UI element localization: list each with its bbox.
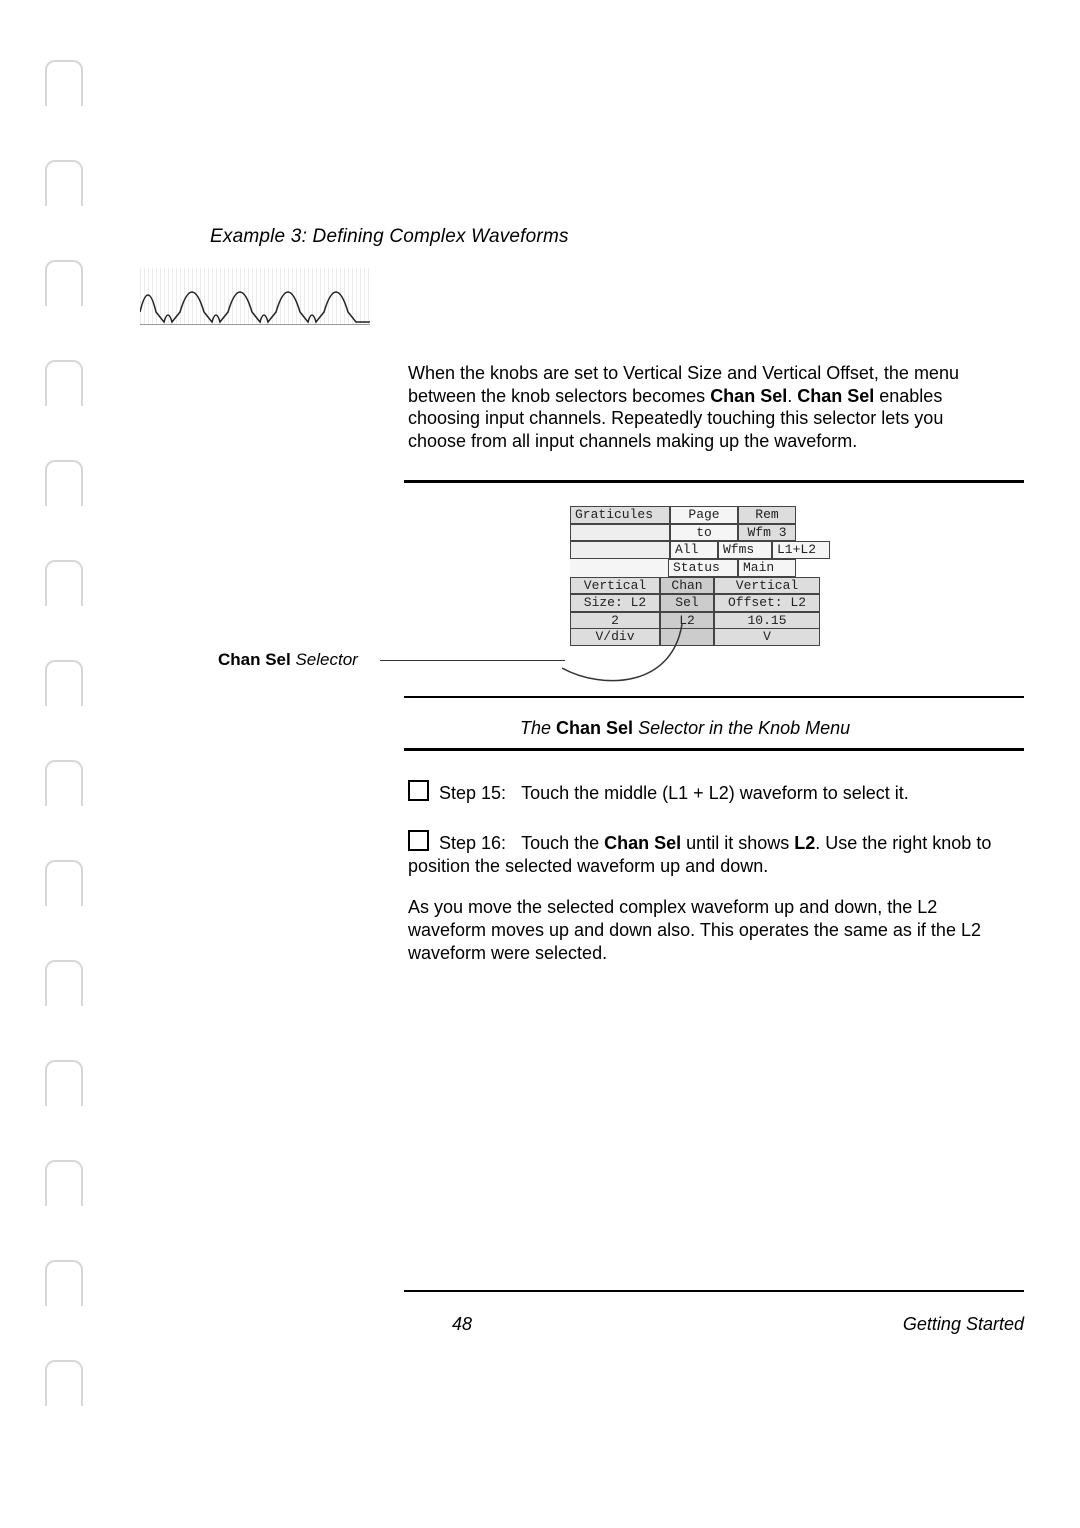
callout-curve-path bbox=[562, 624, 682, 681]
intro-bold-2: Chan Sel bbox=[797, 386, 874, 406]
intro-text-mid: . bbox=[787, 386, 797, 406]
km-graticules: Graticules bbox=[570, 506, 670, 524]
km-wfm3: Wfm 3 bbox=[738, 524, 796, 542]
cap-pre: The bbox=[520, 718, 556, 738]
km-all: All bbox=[670, 541, 718, 559]
callout-curve bbox=[562, 620, 702, 690]
km-status: Status bbox=[668, 559, 738, 577]
footer-right: Getting Started bbox=[903, 1314, 1024, 1335]
callout-ital: Selector bbox=[291, 650, 358, 669]
divider bbox=[404, 748, 1024, 751]
km-rem: Rem bbox=[738, 506, 796, 524]
checkbox-icon bbox=[408, 830, 429, 851]
km-wfms: Wfms bbox=[718, 541, 772, 559]
step-15: Step 15: Touch the middle (L1 + L2) wave… bbox=[408, 780, 1018, 805]
step-16: Step 16: Touch the Chan Sel until it sho… bbox=[408, 830, 1018, 878]
checkbox-icon bbox=[408, 780, 429, 801]
km-main: Main bbox=[738, 559, 796, 577]
km-to: to bbox=[670, 524, 738, 542]
closing-paragraph: As you move the selected complex wavefor… bbox=[408, 896, 1008, 965]
cap-bold: Chan Sel bbox=[556, 718, 633, 738]
callout-leader-line bbox=[380, 660, 565, 661]
callout-bold: Chan Sel bbox=[218, 650, 291, 669]
km-vertical: Vertical bbox=[570, 577, 660, 595]
step-15-text: Touch the middle (L1 + L2) waveform to s… bbox=[521, 783, 909, 803]
divider bbox=[404, 480, 1024, 483]
km-val2: 10.15 bbox=[714, 612, 820, 630]
km-offset: Offset: L2 bbox=[714, 594, 820, 612]
step-16-pre: Touch the bbox=[521, 833, 604, 853]
step-16-bold2: L2 bbox=[794, 833, 815, 853]
step-16-label: Step 16: bbox=[439, 833, 506, 853]
page: Example 3: Defining Complex Waveforms Wh… bbox=[0, 0, 1080, 1528]
km-l1l2: L1+L2 bbox=[772, 541, 830, 559]
km-unit2: V bbox=[714, 629, 820, 646]
figure-caption: The Chan Sel Selector in the Knob Menu bbox=[520, 718, 850, 739]
waveform-icon bbox=[140, 268, 370, 324]
km-size: Size: L2 bbox=[570, 594, 660, 612]
section-title: Example 3: Defining Complex Waveforms bbox=[210, 226, 569, 248]
binding-rings bbox=[45, 60, 83, 1460]
intro-paragraph: When the knobs are set to Vertical Size … bbox=[408, 362, 988, 452]
waveform-preview bbox=[140, 268, 370, 325]
cap-post: Selector in the Knob Menu bbox=[633, 718, 850, 738]
divider bbox=[404, 696, 1024, 698]
km-sel: Sel bbox=[660, 594, 714, 612]
page-number: 48 bbox=[452, 1314, 472, 1335]
km-blank-2 bbox=[570, 541, 670, 559]
step-16-mid: until it shows bbox=[681, 833, 794, 853]
km-vertical-off: Vertical bbox=[714, 577, 820, 595]
km-chan: Chan bbox=[660, 577, 714, 595]
km-page: Page bbox=[670, 506, 738, 524]
intro-bold-1: Chan Sel bbox=[710, 386, 787, 406]
footer-divider bbox=[404, 1290, 1024, 1292]
waveform-path bbox=[140, 292, 370, 322]
km-blank-1 bbox=[570, 524, 670, 542]
step-15-label: Step 15: bbox=[439, 783, 506, 803]
step-16-bold1: Chan Sel bbox=[604, 833, 681, 853]
callout-label: Chan Sel Selector bbox=[218, 650, 358, 670]
